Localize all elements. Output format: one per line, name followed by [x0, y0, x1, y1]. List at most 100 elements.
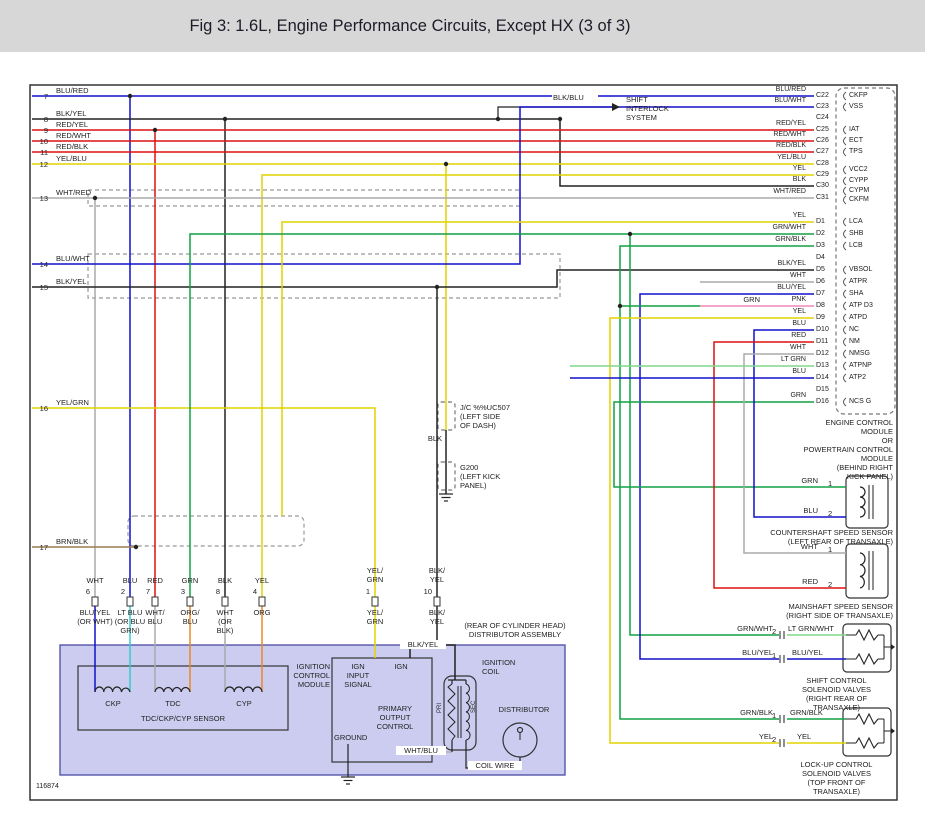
terminal-bottom-label: WHT (OR BLK): [216, 608, 234, 635]
shift-pin-2: 1: [772, 651, 777, 660]
signal-label: VCC2: [849, 166, 868, 173]
arrowhead: [891, 728, 895, 734]
junction-dot: [222, 116, 228, 122]
pin-label: D13: [816, 362, 829, 369]
countershaft-coil: [859, 486, 866, 518]
shift-solenoid-coil: [855, 652, 879, 666]
terminal-number: 7: [145, 587, 150, 596]
pin-brace: [843, 176, 847, 186]
wire-label: BLU/RED: [56, 86, 89, 95]
pin-label: C24: [816, 114, 829, 121]
sensor-box: [77, 665, 289, 731]
pin-label: C26: [816, 137, 829, 144]
row-number: 12: [39, 160, 48, 169]
wire: [713, 341, 846, 589]
terminal-symbol: [371, 596, 379, 607]
ckp-coil: [94, 686, 131, 693]
pin-label: C22: [816, 92, 829, 99]
mainshaft-pin-2: 2: [828, 580, 833, 589]
terminal-symbol: [221, 596, 229, 607]
signal-label: CKFP: [849, 92, 868, 99]
pin-label: D12: [816, 350, 829, 357]
wire-label: YEL: [792, 308, 806, 315]
shift-caption: SHIFT CONTROL SOLENOID VALVES (RIGHT REA…: [802, 676, 871, 712]
pin-brace: [843, 186, 847, 196]
lockup-solenoid-coil: [855, 712, 879, 726]
pin-brace: [843, 229, 847, 239]
distributor-rotor: [516, 726, 524, 734]
row-number: 11: [40, 148, 48, 157]
pin-label: C31: [816, 194, 829, 201]
row-number: 17: [39, 543, 48, 552]
terminal-number: 3: [180, 587, 185, 596]
wire-label: YEL: [792, 212, 806, 219]
pin-label: D16: [816, 398, 829, 405]
wire-label: RED/BLK: [56, 142, 89, 151]
signal-label: VBSOL: [849, 266, 873, 273]
pin-label: D11: [816, 338, 829, 345]
pin-label: D7: [816, 290, 825, 297]
shift-wire-left-1: GRN/WHT: [737, 624, 773, 633]
wire: [189, 233, 814, 597]
junction-dot: [92, 195, 98, 201]
lavender-box: [59, 644, 566, 776]
terminal-top-label: YEL/ GRN: [366, 566, 384, 584]
shift-wire-left-2: BLU/YEL: [742, 648, 773, 657]
wire: [743, 353, 846, 554]
signal-label: SHA: [849, 290, 864, 297]
wire-label: GRN: [790, 392, 806, 399]
wire-label: YEL: [792, 165, 806, 172]
terminal-number: 1: [365, 587, 370, 596]
pin-brace: [843, 265, 847, 275]
distributor-label: DISTRIBUTOR: [498, 705, 550, 714]
shift-pin-1: 2: [772, 627, 777, 636]
lockup-solenoid-coil: [855, 736, 879, 750]
wire-label: RED/BLK: [776, 142, 806, 149]
mainshaft-pin-1: 1: [828, 545, 833, 554]
wire-label: BLK/YEL: [56, 277, 87, 286]
mainshaft-box: [845, 543, 889, 599]
wire-label: WHT/RED: [56, 188, 91, 197]
row-number: 9: [43, 126, 48, 135]
signal-label: CYPM: [849, 187, 870, 194]
junction-dot: [627, 231, 633, 237]
jc-label: J/C %%UC507 (LEFT SIDE OF DASH): [460, 403, 511, 430]
junction-dot: [443, 161, 449, 167]
pin-label: D9: [816, 314, 825, 321]
signal-label: ATP2: [849, 374, 866, 381]
lockup-pin-2: 2: [772, 735, 777, 744]
g200-label: G200 (LEFT KICK PANEL): [460, 463, 501, 490]
wire-label: BLU/WHT: [774, 97, 807, 104]
connector-box: [127, 515, 305, 547]
figure-number: 116874: [36, 783, 59, 790]
wire-label: WHT: [790, 272, 806, 279]
junction-dot: [133, 544, 139, 550]
terminal-top-label: BLU: [122, 576, 138, 585]
ground-label: GROUND: [334, 733, 368, 742]
terminal-symbol: [151, 596, 159, 607]
arrowhead: [891, 644, 895, 650]
terminal-top-label: GRN: [181, 576, 199, 585]
distributor-circle: [502, 722, 538, 758]
terminal-number: 2: [120, 587, 125, 596]
pin-brace: [843, 217, 847, 227]
terminal-number: 8: [215, 587, 220, 596]
lockup-wire-left-1: GRN/BLK: [740, 708, 773, 717]
pin-label: D5: [816, 266, 825, 273]
pin-brace: [843, 301, 847, 311]
junction-dot: [434, 284, 440, 290]
pin-brace: [843, 91, 847, 101]
signal-label: ATPR: [849, 278, 868, 285]
junction-dot: [495, 116, 501, 122]
pin-label: D8: [816, 302, 825, 309]
d8-grn-label: GRN: [743, 295, 760, 304]
pin-label: D2: [816, 230, 825, 237]
wire-label: BLU/YEL: [777, 284, 806, 291]
pin-label: C30: [816, 182, 829, 189]
lockup-wire-left-2: YEL: [758, 732, 773, 741]
mainshaft-wire-2: RED: [802, 577, 818, 586]
signal-label: ECT: [849, 137, 863, 144]
pin-label: C29: [816, 171, 829, 178]
wire-label: WHT: [790, 344, 806, 351]
wire-label: RED: [791, 332, 806, 339]
